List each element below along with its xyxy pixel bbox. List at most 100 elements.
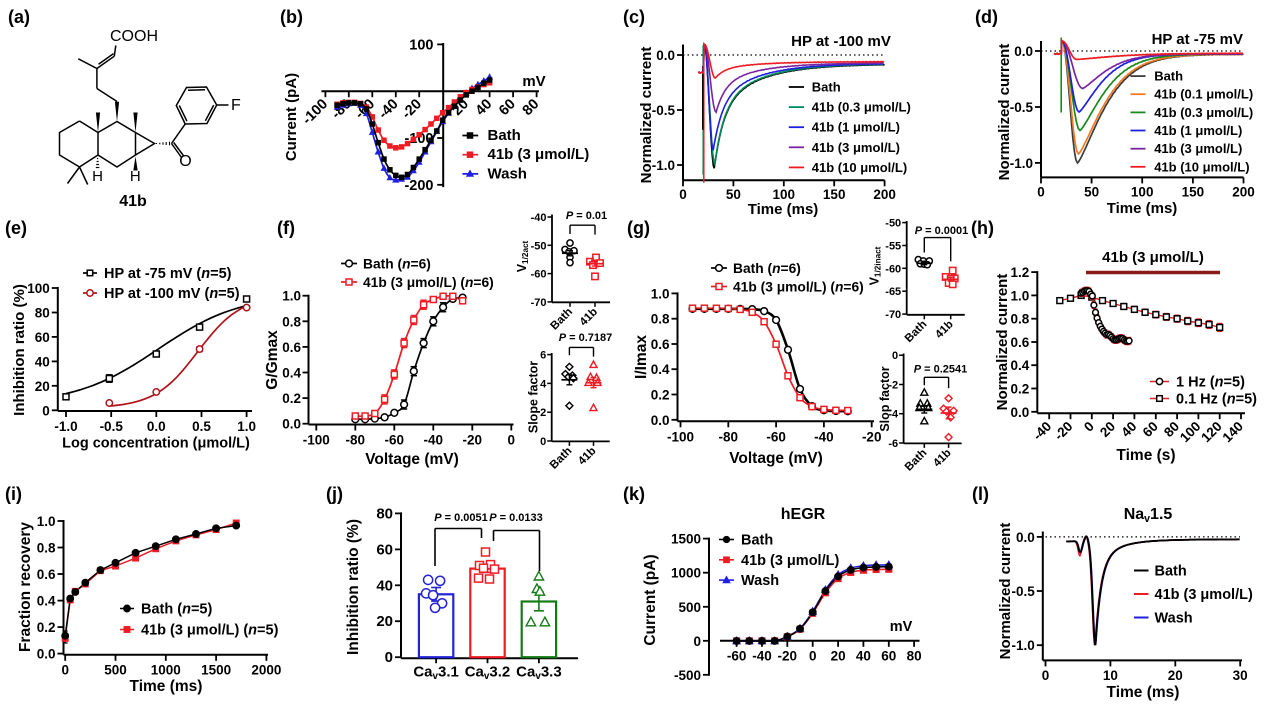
svg-text:P = 0.0001: P = 0.0001 [915,225,969,237]
svg-text:Log concentration (μmol/L): Log concentration (μmol/L) [62,436,250,452]
svg-text:80: 80 [520,96,543,119]
svg-text:-20: -20 [399,96,425,122]
svg-text:41b (3 μmol/L) (n=6): 41b (3 μmol/L) (n=6) [363,275,494,290]
svg-text:0.2: 0.2 [282,391,301,406]
svg-text:Bath: Bath [903,318,930,345]
svg-text:I/Imax: I/Imax [633,335,650,379]
svg-text:P = 0.0133: P = 0.0133 [489,512,543,524]
svg-text:Bath: Bath [548,445,575,472]
svg-text:G/Gmax: G/Gmax [264,330,281,390]
svg-text:O: O [179,153,191,170]
svg-text:200: 200 [873,187,896,202]
svg-text:100: 100 [773,187,796,202]
svg-text:40: 40 [35,354,50,369]
svg-text:40: 40 [856,649,871,664]
svg-text:10: 10 [1103,668,1118,683]
svg-text:1500: 1500 [671,532,701,547]
svg-text:0: 0 [540,436,546,448]
svg-text:80: 80 [907,649,922,664]
svg-text:20: 20 [1097,419,1118,440]
svg-text:1.0: 1.0 [37,514,56,529]
svg-text:Bath (n=6): Bath (n=6) [363,257,431,272]
svg-text:0.1 Hz (n=5): 0.1 Hz (n=5) [1176,392,1257,408]
svg-text:H: H [92,168,103,185]
svg-text:-80: -80 [719,429,739,444]
svg-text:0.8: 0.8 [1011,312,1030,327]
svg-text:41b (0.3 μmol/L): 41b (0.3 μmol/L) [812,100,911,115]
svg-text:2000: 2000 [251,663,281,678]
svg-text:0.6: 0.6 [282,340,301,355]
svg-text:80: 80 [35,306,50,321]
svg-text:Cav3.3: Cav3.3 [516,664,562,683]
svg-text:500: 500 [104,663,127,678]
svg-text:60: 60 [881,649,896,664]
svg-text:40: 40 [473,96,496,119]
svg-text:Bath: Bath [1155,564,1187,580]
svg-text:P = 0.7187: P = 0.7187 [559,332,613,344]
svg-text:0.4: 0.4 [1011,358,1030,373]
svg-text:-0.5: -0.5 [652,103,676,118]
svg-text:0.2: 0.2 [651,388,670,403]
svg-text:-80: -80 [346,433,366,448]
svg-text:-0.5: -0.5 [100,419,124,434]
svg-text:V1/2inact: V1/2inact [868,246,883,285]
svg-text:Voltage (mV): Voltage (mV) [365,451,459,468]
svg-text:Bath: Bath [741,533,773,549]
svg-text:1500: 1500 [201,663,231,678]
svg-text:-100: -100 [667,429,694,444]
svg-text:Normalized current: Normalized current [997,523,1014,660]
svg-text:0.4: 0.4 [651,362,670,377]
svg-text:41b: 41b [119,193,147,210]
svg-text:Time (ms): Time (ms) [748,201,819,218]
svg-text:-60: -60 [727,649,747,664]
svg-text:-0.5: -0.5 [1010,100,1034,115]
svg-text:-1.0: -1.0 [652,158,675,173]
svg-text:60: 60 [376,541,393,558]
svg-text:-70: -70 [531,297,547,309]
svg-text:mV: mV [522,73,545,90]
svg-text:30: 30 [1233,668,1248,683]
svg-text:Cav3.1: Cav3.1 [413,664,459,683]
svg-text:150: 150 [823,187,846,202]
svg-text:40: 40 [376,577,393,594]
svg-text:41b (3 μmol/L) (n=5): 41b (3 μmol/L) (n=5) [141,623,279,639]
svg-text:Slop factor: Slop factor [878,366,892,431]
svg-text:(f): (f) [277,218,295,238]
svg-text:80: 80 [376,505,393,522]
svg-text:41b (1 μmol/L): 41b (1 μmol/L) [812,120,900,135]
svg-text:Inhibition ratio (%): Inhibition ratio (%) [345,519,362,655]
svg-text:0.0: 0.0 [1011,405,1030,420]
svg-text:0: 0 [892,350,898,362]
svg-text:Wash: Wash [741,573,779,589]
svg-text:-0.5: -0.5 [1012,584,1036,599]
svg-text:41b (3 μmol/L): 41b (3 μmol/L) [488,146,590,163]
svg-text:H: H [130,168,141,185]
svg-text:Fraction recovery: Fraction recovery [17,522,34,652]
svg-text:Current (pA): Current (pA) [283,73,300,161]
svg-text:20: 20 [1168,668,1183,683]
svg-text:(c): (c) [623,7,645,27]
svg-text:1.0: 1.0 [651,286,670,301]
svg-text:Bath: Bath [812,80,841,95]
svg-text:0.4: 0.4 [37,594,56,609]
svg-text:(j): (j) [326,484,343,504]
svg-text:500: 500 [678,600,701,615]
svg-text:Slope factor: Slope factor [527,361,541,433]
svg-text:41b: 41b [578,306,601,329]
svg-text:HP at -100 mV (n=5): HP at -100 mV (n=5) [104,286,240,302]
svg-text:41b (0.1 μmol/L): 41b (0.1 μmol/L) [1154,87,1253,102]
svg-text:0: 0 [1042,668,1050,683]
svg-text:0.0: 0.0 [1014,44,1033,59]
svg-text:1.2: 1.2 [1011,265,1030,280]
svg-text:F: F [231,97,241,114]
svg-text:HP at -100 mV: HP at -100 mV [791,33,891,50]
svg-text:Normalized current: Normalized current [996,44,1013,181]
svg-text:-500: -500 [674,668,701,683]
svg-text:-20: -20 [778,649,798,664]
svg-text:(g): (g) [627,218,650,238]
svg-text:-40: -40 [1030,419,1054,443]
svg-text:-60: -60 [385,433,405,448]
svg-text:(i): (i) [5,484,22,504]
svg-text:Voltage (mV): Voltage (mV) [729,450,823,467]
svg-text:-20: -20 [463,433,483,448]
